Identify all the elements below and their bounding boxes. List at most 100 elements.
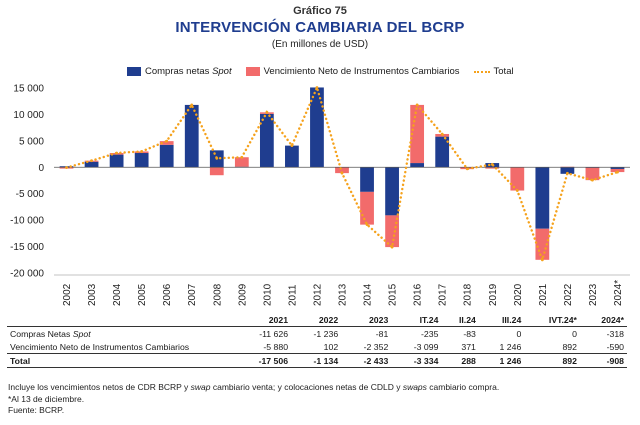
x-tick-label: 2020 [513,283,524,306]
x-tick-label: 2013 [338,283,349,306]
table-cell: 892 [562,341,577,352]
legend-item-compras: Compras netas Spot [127,66,232,77]
x-tick-label: 2021 [538,283,549,306]
bar-compras [385,167,399,216]
note-line-1: Incluye los vencimientos netos de CDR BC… [8,382,500,392]
table-cell: -81 [375,328,389,339]
chart-subtitle: (En millones de USD) [271,39,369,50]
table-header-col: II.24 [441,313,479,327]
table-cell: 0 [572,328,577,339]
table-header-col: IT.24 [391,313,442,327]
legend-swatch-total [473,70,490,73]
total-point [215,156,219,160]
bar-compras [310,87,324,168]
footnotes: Incluye los vencimientos netos de CDR BC… [8,382,499,417]
x-tick-label: 2014 [363,283,374,306]
chart-plot: 15 000 10 000 5 000 0 -5 000 -10 000 -15 000 -2… [10,84,630,306]
table-cell: -2 433 [341,353,392,368]
bar-compras [410,163,425,168]
table-header-row: 2021 2022 2023 IT.24 II.24 III.24 IVT.24* 2024* [7,313,627,327]
x-tick-label: 2008 [212,283,223,306]
table-row-label: Vencimiento Neto de Instrumentos Cambiar… [10,341,190,352]
bar-vencimiento [385,215,399,248]
total-point [616,170,619,174]
x-tick-label: 2023 [588,283,599,306]
bar-compras [560,167,575,174]
table-header-col: 2024* [579,313,627,327]
table-row-label: Total [7,353,233,368]
x-tick-label: 2007 [187,283,198,306]
total-point [591,178,594,182]
table-header-col: III.24 [478,313,525,327]
table-header-col: 2023 [341,313,392,327]
total-point [240,155,244,159]
total-point [315,86,319,89]
x-tick-label: 2010 [262,283,273,306]
total-point [440,132,444,136]
bar-vencimiento [209,167,224,176]
table-row: Total -17 506 -1 134 -2 433 -3 334 288 1 246 89… [7,353,627,368]
table-cell: -83 [463,328,476,339]
x-tick-label: 2006 [162,283,173,306]
y-tick-label: -10 000 [10,216,44,227]
bar-vencimiento [535,228,550,260]
x-tick-label: 2012 [312,283,323,306]
total-point [190,103,194,107]
table-cell: 371 [461,341,476,352]
table-cell: 102 [323,341,339,352]
total-point [515,189,519,192]
table-header-empty [7,313,233,327]
total-point [90,159,93,163]
table-row: Compras Netas Spot -11 626 -1 236 -81 -235 -8… [7,327,627,341]
table-cell: 0 [516,328,522,339]
bar-vencimiento [585,167,600,181]
x-tick-label: 2009 [237,283,248,306]
table-cell: 1 246 [499,341,522,352]
x-tick-label: 2005 [137,283,148,306]
y-tick-label: -5 000 [16,189,45,200]
table-cell: -3 099 [413,341,439,352]
table-cell: 1 246 [478,353,525,368]
total-point [290,144,294,148]
table-row: Vencimiento Neto de Instrumentos Cambiar… [7,340,627,354]
table-cell: 892 [524,353,580,368]
table-cell: -3 334 [391,353,442,368]
table-cell: -2 352 [363,341,389,352]
legend-label-total: Total [493,66,514,77]
x-tick-label: 2011 [287,284,298,306]
x-tick-label: 2024* [613,280,624,306]
legend: Compras netas Spot Vencimiento Neto de I… [127,66,528,77]
bar-compras [84,161,99,168]
bar-compras [535,167,550,229]
bar-compras [610,167,625,169]
table-row-label: Compras Netas Spot [10,328,91,339]
y-tick-label: 0 [38,163,44,174]
bar-compras [585,167,600,169]
total-point [415,103,419,107]
table-cell: -318 [606,328,624,339]
x-tick-label: 2004 [112,283,123,306]
y-tick-label: -15 000 [10,242,44,253]
bar-vencimiento [410,104,425,164]
x-tick-label: 2015 [388,283,399,306]
total-point [365,223,369,227]
legend-item-vencimiento: Vencimiento Neto de Instrumentos Cambiar… [245,66,460,77]
x-tick-label: 2002 [62,283,73,306]
bar-vencimiento [610,168,625,173]
table-cell: -235 [421,328,439,339]
total-point [565,171,569,175]
y-tick-label: -20 000 [10,269,44,280]
table-cell: -11 626 [259,328,289,339]
table-cell: 288 [441,353,479,368]
x-tick-label: 2022 [563,283,574,306]
table-header-col: IVT.24* [524,313,580,327]
bar-compras [360,167,374,192]
bar-vencimiento [485,167,500,169]
total-point [490,162,494,166]
legend-swatch-vencimiento [245,67,260,76]
bar-vencimiento [360,191,374,225]
bar-vencimiento [510,167,525,191]
y-tick-label: 15 000 [13,84,44,95]
total-point [265,110,269,114]
data-table: 2021 2022 2023 IT.24 II.24 III.24 IVT.24* 2024*… [7,313,627,368]
